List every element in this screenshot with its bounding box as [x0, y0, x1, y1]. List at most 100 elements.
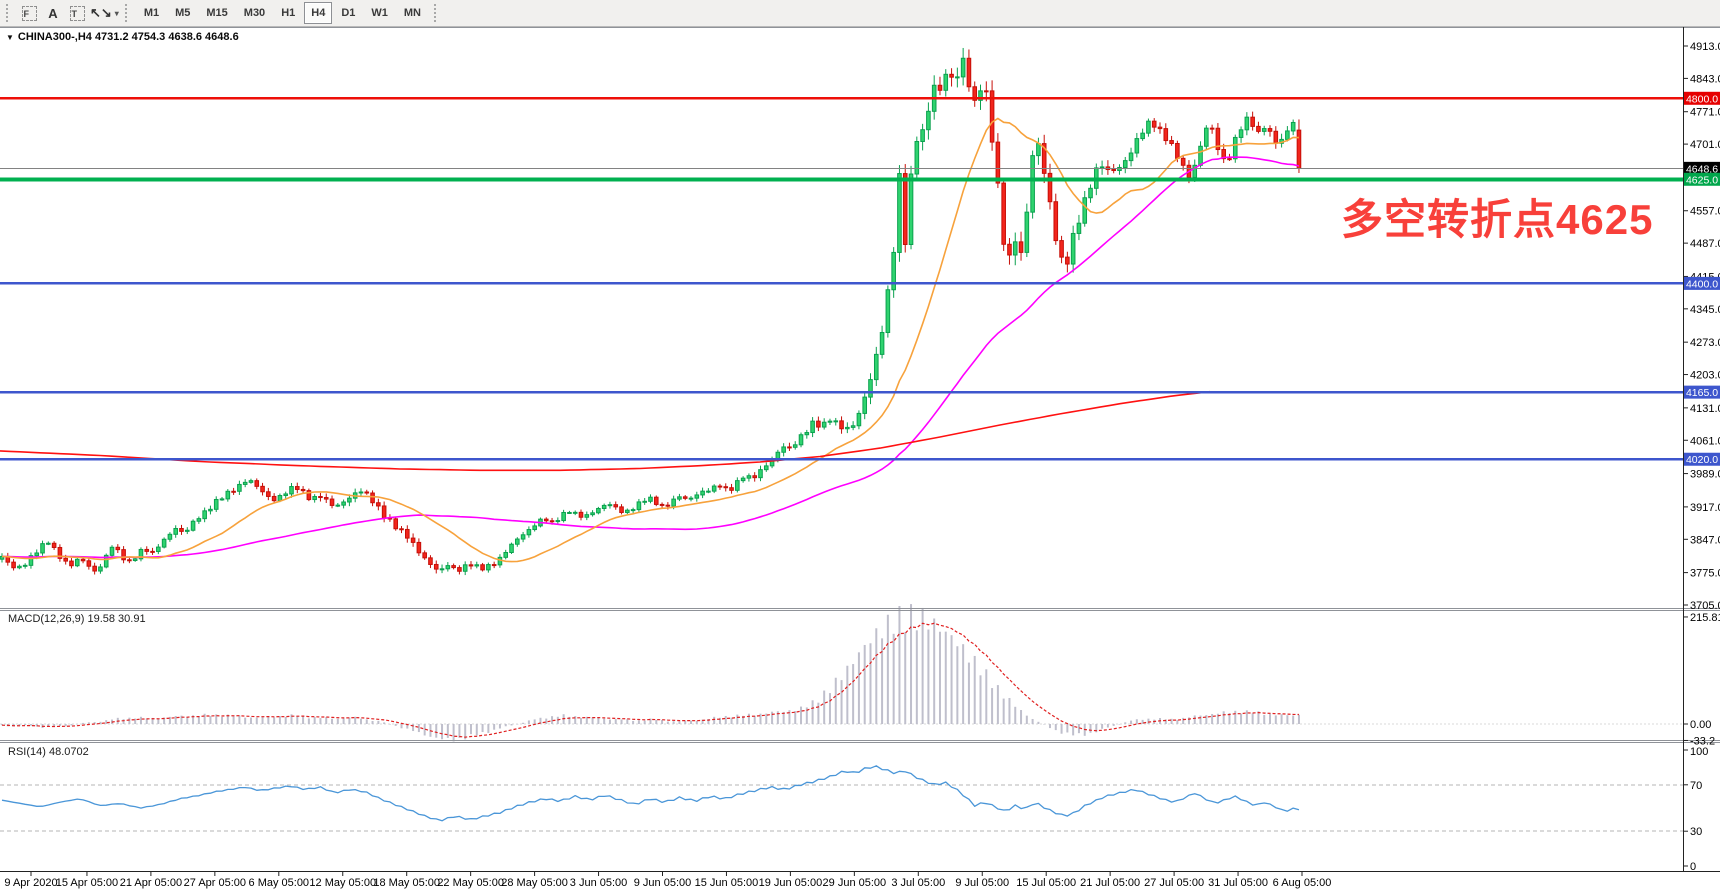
price-tick-label: 3847.0	[1690, 534, 1720, 546]
macd-indicator-label: MACD(12,26,9) 19.58 30.91	[8, 613, 146, 625]
timeframe-button-m15[interactable]: M15	[206, 7, 228, 19]
price-badge-label: 4800.0	[1686, 93, 1718, 105]
date-tick-label: 28 May 05:00	[501, 877, 568, 889]
toolbar: F A T ↖↘ ▾ M1 M5 M15 M30 H1 H4 D1 W1 MN	[0, 0, 1720, 27]
date-tick-label: 9 Jun 05:00	[634, 877, 692, 889]
fibonacci-tool-icon: F	[21, 5, 37, 21]
price-tick-label: 4487.0	[1690, 238, 1720, 250]
price-tick-label: 4913.0	[1690, 41, 1720, 53]
text-label-tool-button[interactable]: A	[42, 2, 64, 24]
ma-slow	[0, 390, 1211, 472]
rsi-tick-label: 70	[1690, 780, 1702, 792]
price-tick-label: 4771.0	[1690, 107, 1720, 119]
price-tick-label: 3917.0	[1690, 502, 1720, 514]
rsi-line	[1, 765, 1300, 822]
price-tick-label: 4131.0	[1690, 403, 1720, 415]
price-axis[interactable]: 4913.04843.04771.04701.04557.04487.04415…	[1683, 41, 1720, 612]
price-badge-label: 4165.0	[1686, 387, 1718, 399]
ma-medium-line	[1, 156, 1300, 559]
price-badge	[1684, 161, 1720, 175]
price-tick-label: 4345.0	[1690, 304, 1720, 316]
price-tick-label: 4701.0	[1690, 139, 1720, 151]
timeframe-button-mn[interactable]: MN	[403, 7, 421, 19]
macd-signal-line	[1, 622, 1299, 738]
date-tick-label: 15 Jun 05:00	[695, 877, 759, 889]
price-tick-label: 3705.0	[1690, 600, 1720, 612]
rsi-tick-label: 0	[1690, 861, 1696, 873]
timeframe-button-d1[interactable]: D1	[341, 7, 356, 19]
timeframe-button-m5[interactable]: M5	[175, 7, 191, 19]
rsi-axis: 100 70 30 0	[1683, 746, 1708, 873]
price-badge	[1684, 452, 1720, 466]
text-label-tool-icon: A	[48, 5, 58, 21]
date-tick-label: 15 Jul 05:00	[1016, 877, 1076, 889]
date-tick-label: 21 Jul 05:00	[1080, 877, 1140, 889]
date-tick-label: 31 Jul 05:00	[1208, 877, 1268, 889]
date-tick-label: 6 Aug 05:00	[1273, 877, 1332, 889]
price-badge	[1684, 385, 1720, 399]
date-tick-label: 3 Jun 05:00	[570, 877, 628, 889]
date-tick-label: 29 Jun 05:00	[823, 877, 887, 889]
date-tick-label: 12 May 05:00	[309, 877, 376, 889]
price-badge-label: 4625.0	[1686, 174, 1718, 186]
price-badge-label: 4400.0	[1686, 278, 1718, 290]
timeframe-button-w1[interactable]: W1	[371, 7, 388, 19]
price-tick-label: 4203.0	[1690, 370, 1720, 382]
price-tick-label: 4273.0	[1690, 337, 1720, 349]
pane-borders	[0, 27, 1720, 872]
price-tick-label: 3775.0	[1690, 568, 1720, 580]
text-tool-button[interactable]: T	[66, 2, 88, 24]
ma-slow-line	[0, 390, 1211, 472]
timeframe-button-h4[interactable]: H4	[304, 2, 333, 24]
toolbar-grip[interactable]	[6, 4, 12, 22]
date-tick-label: 22 May 05:00	[437, 877, 504, 889]
text-tool-icon: T	[69, 5, 85, 21]
price-tick-label: 3989.0	[1690, 469, 1720, 481]
toolbar-grip[interactable]	[124, 4, 131, 22]
date-tick-label: 15 Apr 05:00	[56, 877, 118, 889]
horizontal-levels[interactable]	[0, 97, 1683, 461]
macd-tick-label: 0.00	[1690, 719, 1711, 731]
ma-fast-line	[1, 117, 1299, 563]
date-tick-label: 6 May 05:00	[249, 877, 310, 889]
symbol-ohlc-text: CHINA300-,H4 4731.2 4754.3 4638.6 4648.6	[17, 31, 239, 43]
date-tick-label: 27 Apr 05:00	[184, 877, 246, 889]
arrows-tool-button[interactable]: ↖↘ ▾	[90, 2, 119, 24]
date-tick-label: 3 Jul 05:00	[891, 877, 945, 889]
annotation-text: 多空转折点4625	[1341, 196, 1654, 243]
arrows-tool-icon: ↖↘	[90, 5, 112, 20]
price-tick-label: 4843.0	[1690, 73, 1720, 85]
timeframe-button-h1[interactable]: H1	[281, 7, 296, 19]
date-tick-label: 9 Apr 2020	[4, 877, 57, 889]
toolbar-grip[interactable]	[433, 4, 440, 22]
date-tick-label: 19 Jun 05:00	[759, 877, 823, 889]
date-tick-label: 18 May 05:00	[373, 877, 440, 889]
chevron-down-icon[interactable]: ▾	[114, 8, 119, 18]
macd-pane	[0, 604, 1683, 742]
rsi-pane	[0, 765, 1683, 832]
rsi-tick-label: 30	[1690, 826, 1702, 838]
macd-tick-label: -33.2	[1690, 735, 1715, 747]
symbol-dropdown-icon[interactable]: ▼	[6, 32, 14, 42]
date-tick-label: 27 Jul 05:00	[1144, 877, 1204, 889]
macd-axis: 215.81 0.00 -33.2	[1683, 612, 1720, 747]
timeframe-button-m30[interactable]: M30	[243, 7, 266, 19]
price-badge	[1684, 91, 1720, 105]
price-badge-label: 4020.0	[1686, 454, 1718, 466]
price-badge	[1684, 276, 1720, 290]
price-tick-label: 4061.0	[1690, 435, 1720, 447]
ma-fast	[1, 117, 1299, 563]
date-tick-label: 9 Jul 05:00	[955, 877, 1009, 889]
timeframe-button-m1[interactable]: M1	[143, 7, 160, 19]
date-tick-label: 21 Apr 05:00	[120, 877, 182, 889]
candlestick-series	[0, 47, 1302, 576]
rsi-indicator-label: RSI(14) 48.0702	[8, 746, 89, 758]
fibonacci-tool-button[interactable]: F	[18, 2, 40, 24]
rsi-tick-label: 100	[1690, 746, 1708, 758]
ma-medium	[1, 156, 1300, 559]
macd-tick-label: 215.81	[1690, 612, 1720, 624]
price-badge	[1684, 172, 1720, 186]
